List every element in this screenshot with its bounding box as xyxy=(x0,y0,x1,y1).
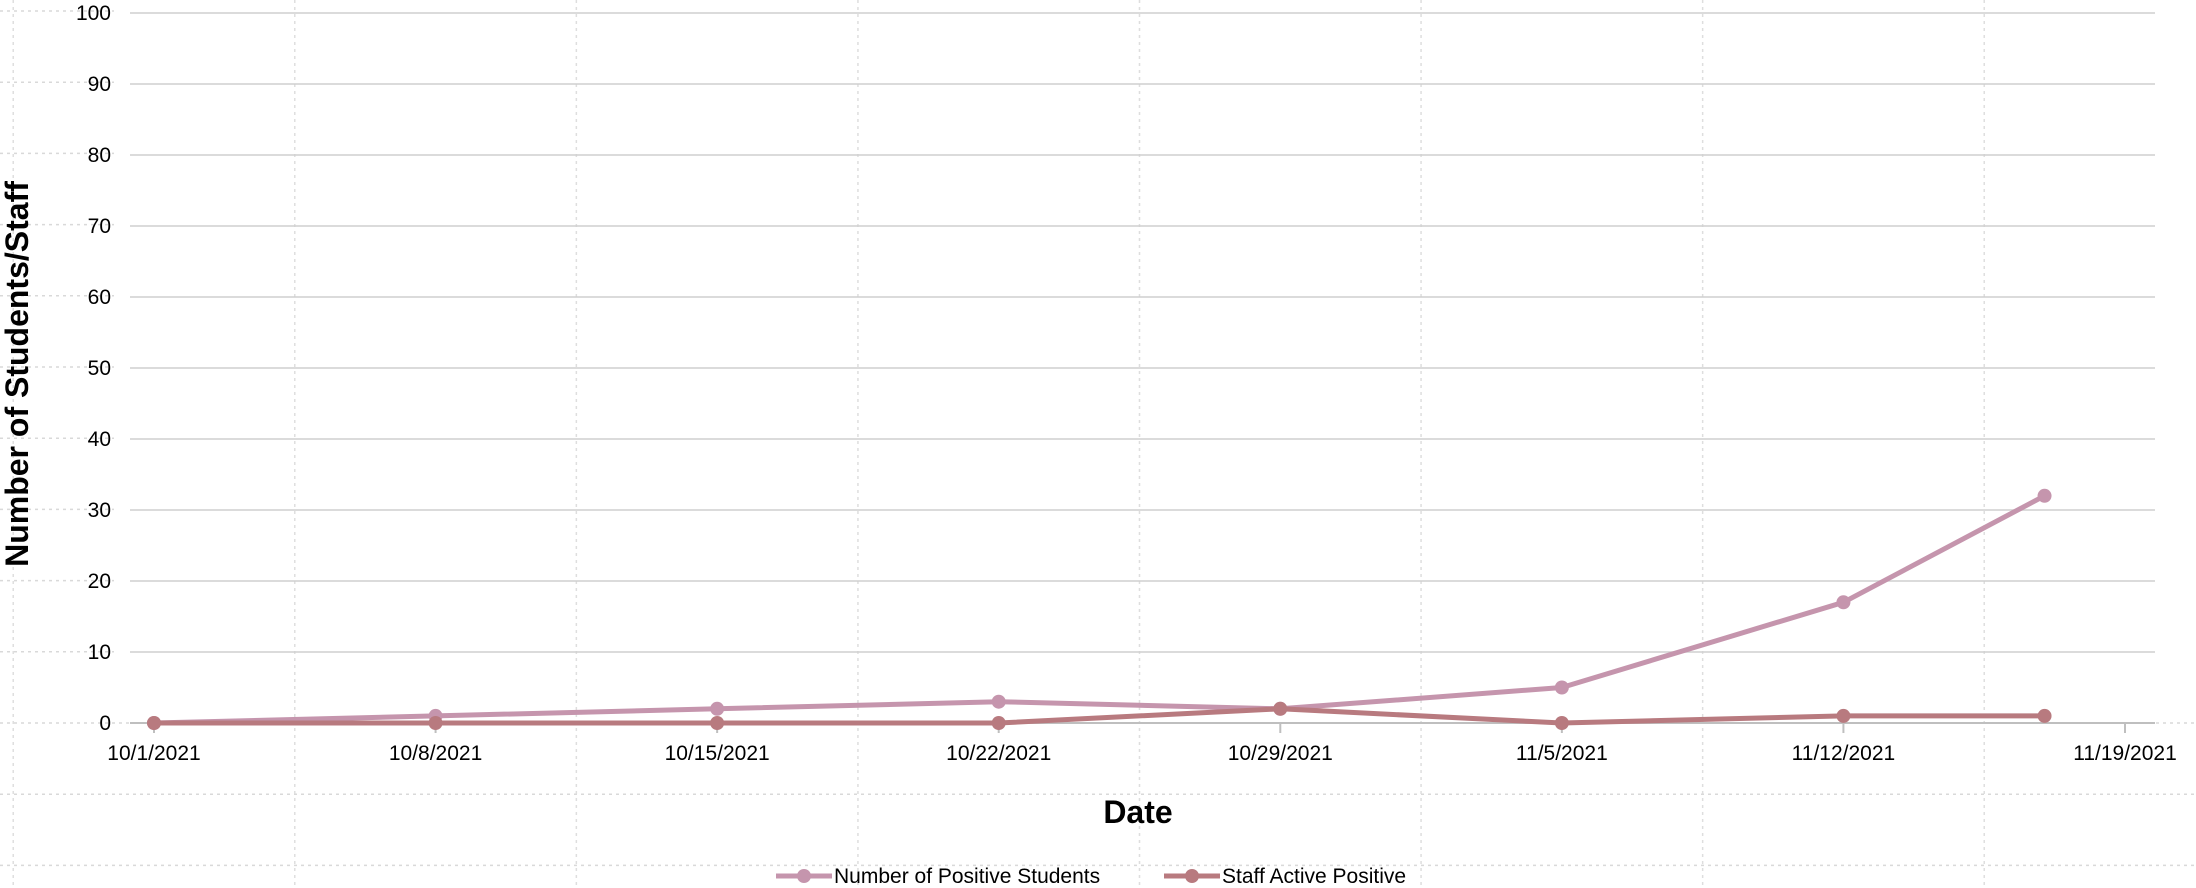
y-tick-label: 30 xyxy=(88,499,111,522)
series-1 xyxy=(147,489,2052,730)
x-tick-label: 10/8/2021 xyxy=(389,742,482,765)
data-point xyxy=(147,716,161,730)
data-point xyxy=(1836,595,1850,609)
data-point xyxy=(710,716,724,730)
x-axis-tick-labels: 10/1/2021 10/8/2021 10/15/2021 10/22/2021 10… xyxy=(107,742,2176,765)
legend-item: Number of Positive Students xyxy=(776,865,1100,888)
x-tick-label: 10/29/2021 xyxy=(1228,742,1333,765)
series-line xyxy=(154,496,2045,723)
y-tick-label: 0 xyxy=(99,712,111,735)
y-tick-label: 60 xyxy=(88,286,111,309)
plot-gridlines xyxy=(130,13,2155,723)
x-tick-label: 11/12/2021 xyxy=(1792,742,1896,765)
data-point xyxy=(710,702,724,716)
data-point xyxy=(429,716,443,730)
y-tick-label: 40 xyxy=(88,428,111,451)
data-point xyxy=(2038,709,2052,723)
legend-item: Staff Active Positive xyxy=(1164,865,1406,888)
y-tick-label: 80 xyxy=(88,144,111,167)
y-tick-label: 50 xyxy=(88,357,111,380)
legend-marker xyxy=(797,869,811,883)
y-tick-label: 90 xyxy=(88,73,111,96)
data-point xyxy=(1555,681,1569,695)
y-tick-label: 10 xyxy=(88,641,111,664)
legend: Number of Positive Students Staff Active … xyxy=(776,865,1406,888)
x-tick-label: 10/1/2021 xyxy=(107,742,200,765)
data-point xyxy=(992,695,1006,709)
x-axis-title: Date xyxy=(1103,794,1172,830)
series-layer xyxy=(147,489,2052,730)
y-tick-label: 20 xyxy=(88,570,111,593)
legend-label: Number of Positive Students xyxy=(834,865,1100,888)
data-point xyxy=(1273,702,1287,716)
y-axis-title: Number of Students/Staff xyxy=(0,181,35,567)
data-point xyxy=(992,716,1006,730)
y-tick-label: 100 xyxy=(76,2,111,25)
legend-label: Staff Active Positive xyxy=(1222,865,1406,888)
data-point xyxy=(2038,489,2052,503)
y-tick-label: 70 xyxy=(88,215,111,238)
y-axis-tick-labels: 0 10 20 30 40 50 60 70 80 90 100 xyxy=(76,2,111,735)
x-tick-label: 10/22/2021 xyxy=(946,742,1051,765)
x-tick-label: 11/5/2021 xyxy=(1516,742,1608,765)
data-point xyxy=(1555,716,1569,730)
legend-marker xyxy=(1185,869,1199,883)
data-point xyxy=(1836,709,1850,723)
x-tick-label: 11/19/2021 xyxy=(2073,742,2177,765)
x-tick-label: 10/15/2021 xyxy=(665,742,770,765)
